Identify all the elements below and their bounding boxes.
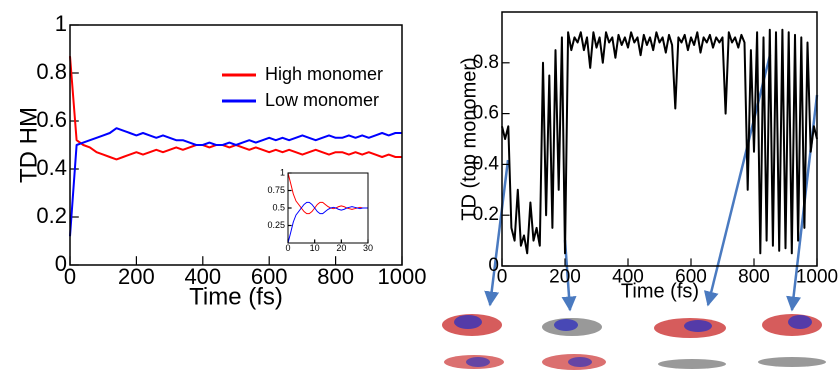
x-tick-label: 20 xyxy=(336,243,346,253)
legend-label: Low monomer xyxy=(265,90,379,110)
y-tick-label: 0.2 xyxy=(36,203,67,228)
x-tick-label: 200 xyxy=(549,266,581,287)
y-tick-label: 0.5 xyxy=(272,202,285,212)
x-tick-label: 800 xyxy=(317,264,354,289)
y-tick-label: 0.8 xyxy=(36,59,67,84)
molecule-images xyxy=(442,314,826,370)
x-tick-label: 1000 xyxy=(378,264,427,289)
x-tick-label: 200 xyxy=(118,264,155,289)
series-line xyxy=(502,30,817,254)
x-tick-label: 1000 xyxy=(796,266,838,287)
x-tick-label: 0 xyxy=(497,266,508,287)
y-tick-label: 0.75 xyxy=(267,185,285,195)
y-tick-label: 1 xyxy=(55,11,67,36)
y-axis-label: TD (top monomer) xyxy=(458,57,480,220)
legend-label: High monomer xyxy=(265,64,383,84)
y-tick-label: 1 xyxy=(280,167,285,177)
x-tick-label: 0 xyxy=(64,264,76,289)
x-tick-label: 800 xyxy=(738,266,770,287)
x-tick-label: 30 xyxy=(363,243,373,253)
x-axis-label: Time (fs) xyxy=(621,280,699,302)
x-tick-label: 10 xyxy=(310,243,320,253)
y-axis-label: TD HM xyxy=(15,107,42,183)
x-tick-label: 0 xyxy=(285,243,290,253)
figure: 00.20.40.60.8102004006008001000Time (fs)… xyxy=(0,0,838,375)
x-axis-label: Time (fs) xyxy=(189,283,283,310)
y-tick-label: 0.25 xyxy=(267,220,285,230)
